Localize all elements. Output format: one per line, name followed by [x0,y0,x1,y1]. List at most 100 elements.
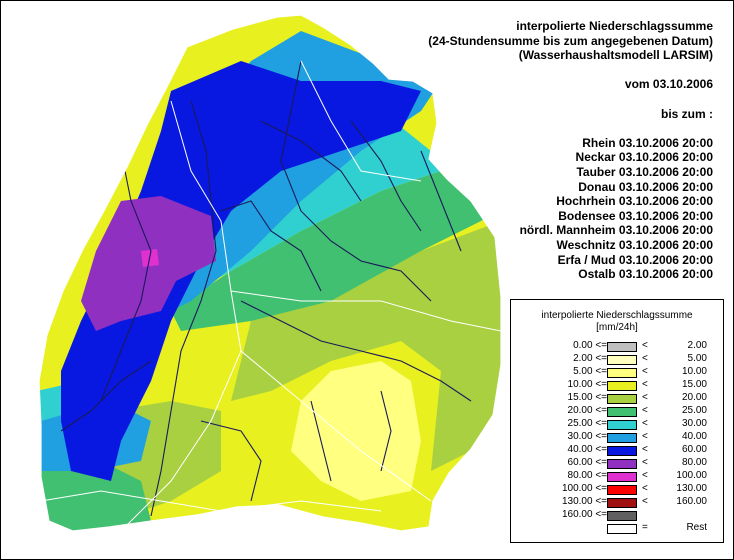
legend-operator: < [642,457,648,468]
legend-swatch [607,381,637,391]
basin-hochrhein: Hochrhein 03.10.2006 20:00 [556,194,713,209]
legend-lower-bound: 20.00 <= [567,405,607,416]
info-block: interpolierte Niederschlagssumme (24-Stu… [383,19,713,282]
legend-swatch [607,407,637,417]
legend-operator: < [642,444,648,455]
legend-upper-bound: 15.00 [681,379,707,390]
legend-upper-bound: 20.00 [681,392,707,403]
until-label: bis zum : [660,106,713,121]
legend-swatch [607,368,637,378]
legend-upper-bound: Rest [686,522,707,533]
legend-row: 40.00 <= <60.00 [511,444,723,456]
precipitation-map[interactable] [1,1,501,559]
legend-row: 5.00 <= <10.00 [511,366,723,378]
legend-swatch [607,394,637,404]
legend-row: 0.00 <= <2.00 [511,340,723,352]
basin-tauber: Tauber 03.10.2006 20:00 [576,164,713,179]
legend-lower-bound: 60.00 <= [567,457,607,468]
legend-operator: < [642,418,648,429]
legend-swatch [607,472,637,482]
legend-swatch [607,355,637,365]
legend-row: 30.00 <= <40.00 [511,431,723,443]
legend-lower-bound: 40.00 <= [567,444,607,455]
legend-operator: < [642,496,648,507]
basin-boundaries [40,60,501,531]
legend-upper-bound: 130.00 [676,483,707,494]
basin-rhein: Rhein 03.10.2006 20:00 [582,135,713,150]
legend-operator: < [642,392,648,403]
legend-operator: < [642,366,648,377]
legend-operator: < [642,405,648,416]
basin-bodensee: Bodensee 03.10.2006 20:00 [558,208,713,223]
legend-lower-bound: 30.00 <= [567,431,607,442]
legend-lower-bound: 2.00 <= [573,353,607,364]
zone-15-20-east [231,221,501,471]
legend-upper-bound: 25.00 [681,405,707,416]
legend-lower-bound: 5.00 <= [573,366,607,377]
state-outline [38,14,501,532]
zone-40-60 [61,61,421,481]
legend-row: 25.00 <= <30.00 [511,418,723,430]
legend-row: = Rest [511,522,723,534]
legend-row: 20.00 <= <25.00 [511,405,723,417]
legend-lower-bound: 80.00 <= [567,470,607,481]
legend-swatch [607,420,637,430]
legend-lower-bound: 15.00 <= [567,392,607,403]
legend-row: 80.00 <= <100.00 [511,470,723,482]
legend-title: interpolierte Niederschlagssumme [mm/24h… [511,310,723,334]
legend-box: interpolierte Niederschlagssumme [mm/24h… [510,299,724,543]
zone-20-25-south [41,461,151,531]
legend-operator: = [642,522,648,533]
legend-operator: < [642,431,648,442]
rainfall-zones [39,15,501,531]
legend-lower-bound: 0.00 <= [573,340,607,351]
legend-lower-bound: 10.00 <= [567,379,607,390]
legend-upper-bound: 40.00 [681,431,707,442]
title-line-1: interpolierte Niederschlagssumme [516,19,713,33]
river-network [60,60,472,517]
legend-row: 100.00 <= <130.00 [511,483,723,495]
legend-swatch [607,433,637,443]
legend-swatch [607,446,637,456]
legend-row: 130.00 <= <160.00 [511,496,723,508]
legend-row: 2.00 <= <5.00 [511,353,723,365]
legend-lower-bound: 130.00 <= [561,496,607,507]
legend-swatch [607,459,637,469]
legend-operator: < [642,483,648,494]
legend-upper-bound: 2.00 [687,340,707,351]
legend-operator: < [642,353,648,364]
legend-row: 10.00 <= <15.00 [511,379,723,391]
basin-nordl-mannheim: nördl. Mannheim 03.10.2006 20:00 [519,223,713,238]
basin-neckar: Neckar 03.10.2006 20:00 [575,150,713,165]
legend-title-unit: [mm/24h] [596,322,638,333]
title-line-2: (24-Stundensumme bis zum angegebenen Dat… [428,33,713,48]
zone-2-10 [291,361,421,501]
legend-upper-bound: 80.00 [681,457,707,468]
legend-upper-bound: 160.00 [676,496,707,507]
legend-operator: < [642,340,648,351]
legend-row: 15.00 <= <20.00 [511,392,723,404]
legend-operator: < [642,470,648,481]
legend-title-line-1: interpolierte Niederschlagssumme [541,310,693,321]
basin-weschnitz: Weschnitz 03.10.2006 20:00 [556,237,713,252]
legend-lower-bound: 100.00 <= [561,483,607,494]
zone-20-25 [171,171,501,331]
legend-swatch [607,498,637,508]
legend-swatch [607,485,637,495]
legend-upper-bound: 30.00 [681,418,707,429]
legend-swatch [607,342,637,352]
legend-swatch [607,511,637,521]
legend-upper-bound: 5.00 [687,353,707,364]
legend-row: 160.00 <= [511,509,723,521]
legend-upper-bound: 10.00 [681,366,707,377]
basin-ostalb: Ostalb 03.10.2006 20:00 [578,267,713,282]
legend-upper-bound: 60.00 [681,444,707,455]
title-line-3: (Wasserhaushaltsmodell LARSIM) [518,48,713,63]
date-line: vom 03.10.2006 [624,77,713,92]
legend-row: 60.00 <= <80.00 [511,457,723,469]
legend-operator: < [642,379,648,390]
legend-swatch [607,524,637,534]
basin-donau: Donau 03.10.2006 20:00 [578,179,713,194]
basin-erfa-mud: Erfa / Mud 03.10.2006 20:00 [557,252,713,267]
